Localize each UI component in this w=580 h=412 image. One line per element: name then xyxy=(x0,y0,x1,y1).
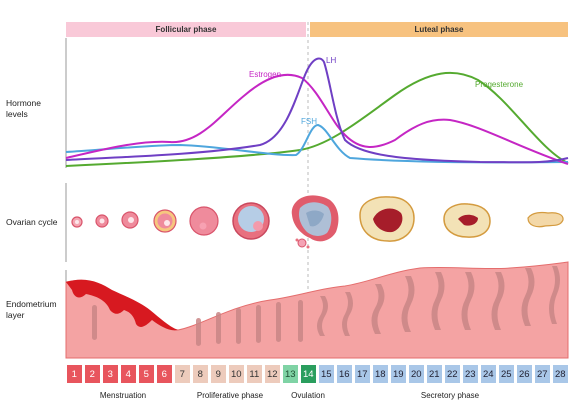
proliferative-label: Proliferative phase xyxy=(196,391,264,400)
day-cell-4: 4 xyxy=(120,364,137,384)
day-cell-24: 24 xyxy=(480,364,497,384)
day-cell-12: 12 xyxy=(264,364,281,384)
estrogen-label: Estrogen xyxy=(249,70,282,79)
day-cell-15: 15 xyxy=(318,364,335,384)
fsh-label: FSH xyxy=(301,117,317,126)
day-cell-21: 21 xyxy=(426,364,443,384)
day-cell-11: 11 xyxy=(246,364,263,384)
day-cell-14: 14 xyxy=(300,364,317,384)
lh-curve xyxy=(65,57,569,164)
luteal-phase-band: Luteal phase xyxy=(310,22,568,37)
day-cell-16: 16 xyxy=(336,364,353,384)
ruptured-follicle xyxy=(291,195,339,249)
day-cell-6: 6 xyxy=(156,364,173,384)
menstruation-label: Menstruation xyxy=(99,391,147,400)
day-cell-27: 27 xyxy=(534,364,551,384)
day-cell-7: 7 xyxy=(174,364,191,384)
lh-label: LH xyxy=(326,56,337,65)
corpus-luteum-1 xyxy=(359,196,415,242)
corpus-luteum-2 xyxy=(443,203,491,238)
day-cell-20: 20 xyxy=(408,364,425,384)
fsh-curve xyxy=(65,123,569,164)
ovulation-label: Ovulation xyxy=(291,391,325,400)
day-cell-26: 26 xyxy=(516,364,533,384)
day-cell-19: 19 xyxy=(390,364,407,384)
follicle-3 xyxy=(121,211,139,229)
ovarian-cycle-label: Ovarian cycle xyxy=(6,217,58,227)
follicle-5 xyxy=(189,206,219,236)
follicular-phase-band: Follicular phase xyxy=(66,22,306,37)
secretory-label: Secretory phase xyxy=(420,391,480,400)
day-cell-2: 2 xyxy=(84,364,101,384)
follicle-2 xyxy=(95,214,109,228)
day-cell-3: 3 xyxy=(102,364,119,384)
day-cell-10: 10 xyxy=(228,364,245,384)
progesterone-curve xyxy=(65,71,569,167)
follicle-4 xyxy=(153,209,177,233)
hormone-levels-label: Hormone levels xyxy=(6,98,41,119)
follicular-phase-label: Follicular phase xyxy=(155,25,217,34)
day-cell-25: 25 xyxy=(498,364,515,384)
day-cell-1: 1 xyxy=(66,364,83,384)
endometrial-glands xyxy=(92,266,560,346)
day-cell-8: 8 xyxy=(192,364,209,384)
endometrium-layer-label: Endometrium layer xyxy=(6,299,57,320)
corpus-albicans xyxy=(527,211,564,228)
luteal-phase-label: Luteal phase xyxy=(414,25,464,34)
day-cell-18: 18 xyxy=(372,364,389,384)
follicle-1 xyxy=(71,216,83,228)
day-cell-28: 28 xyxy=(552,364,569,384)
day-cell-13: 13 xyxy=(282,364,299,384)
day-cell-22: 22 xyxy=(444,364,461,384)
menstrual-bleeding xyxy=(66,279,178,331)
day-cell-5: 5 xyxy=(138,364,155,384)
day-cell-17: 17 xyxy=(354,364,371,384)
progesterone-label: Progesterone xyxy=(475,80,524,89)
follicle-6 xyxy=(232,202,270,240)
estrogen-curve xyxy=(65,73,569,165)
day-cell-9: 9 xyxy=(210,364,227,384)
day-cell-23: 23 xyxy=(462,364,479,384)
